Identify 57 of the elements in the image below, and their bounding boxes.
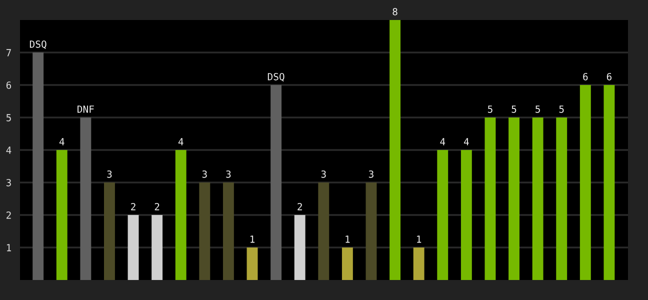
bar: [484, 118, 496, 280]
bar: [32, 52, 44, 280]
bar: [413, 248, 424, 280]
data-label: 4: [59, 138, 64, 146]
y-tick-label: 4: [6, 146, 12, 154]
data-label: 4: [440, 138, 446, 146]
data-label: 3: [321, 170, 326, 178]
bar: [532, 118, 544, 280]
bar: [390, 20, 401, 280]
bar: [199, 182, 210, 280]
data-label: 6: [606, 72, 612, 80]
data-label: 6: [583, 72, 588, 80]
y-tick-label: 7: [6, 49, 11, 56]
bar: [80, 118, 92, 280]
bar: [580, 85, 591, 280]
bar: [460, 150, 472, 280]
bar: [56, 150, 68, 280]
bar: [152, 215, 163, 280]
bar: [246, 248, 258, 280]
bar: [128, 215, 139, 280]
data-label: DSQ: [268, 72, 284, 82]
data-label: 3: [368, 170, 374, 178]
data-label: 1: [346, 236, 350, 243]
bar: [508, 118, 520, 280]
y-tick-label: 6: [6, 82, 12, 89]
bar: [556, 118, 568, 280]
data-label: 4: [464, 138, 469, 146]
bar: [437, 150, 448, 280]
y-tick-label: 1: [6, 244, 12, 252]
data-label: 5: [559, 106, 564, 113]
bar: [366, 182, 377, 280]
data-label: 1: [250, 236, 255, 243]
bar: [222, 182, 234, 280]
data-label: 5: [512, 106, 516, 113]
data-label: 8: [392, 8, 398, 16]
bar: [294, 215, 306, 280]
data-label: 4: [178, 138, 184, 146]
data-label: DNF: [78, 106, 94, 113]
data-label: 3: [226, 170, 231, 178]
data-label: 3: [202, 170, 207, 178]
bar: [342, 248, 353, 280]
bar: [604, 85, 615, 280]
data-label: 3: [107, 170, 112, 178]
y-tick-label: 2: [6, 212, 11, 219]
data-label: 5: [488, 106, 492, 113]
data-label: 5: [536, 106, 540, 113]
y-tick-label: 3: [6, 179, 11, 186]
bar: [318, 182, 330, 280]
y-tick-label: 5: [6, 114, 11, 122]
data-label: 2: [131, 202, 136, 210]
data-label: 2: [298, 202, 302, 210]
bar: [270, 85, 282, 280]
data-label: DSQ: [30, 40, 46, 49]
data-label: 1: [417, 236, 422, 243]
bar: [104, 182, 115, 280]
bar: [175, 150, 186, 280]
data-label: 2: [154, 202, 160, 210]
